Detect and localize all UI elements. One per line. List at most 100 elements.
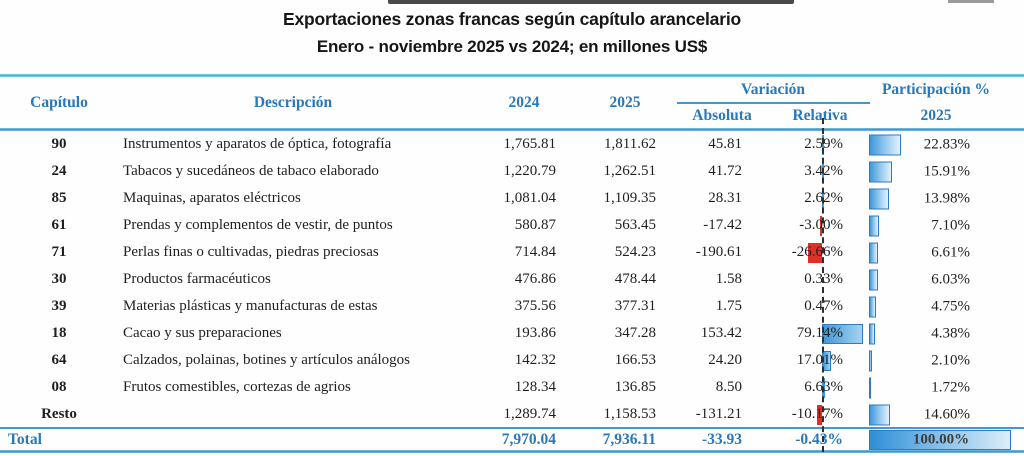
- cell-2025: 563.45: [614, 217, 656, 233]
- cell-participacion: 4.38%: [846, 320, 1024, 347]
- cell-descripcion: Tabacos y sucedáneos de tabaco elaborado: [123, 163, 379, 179]
- cell-participacion: 13.98%: [846, 185, 1024, 212]
- participacion-value: 4.75%: [931, 298, 970, 314]
- cell-relativa: 79.14%: [796, 325, 843, 341]
- cell-2025: 478.44: [614, 271, 656, 287]
- participacion-value: 7.10%: [931, 217, 970, 233]
- cell-capitulo: 24: [51, 163, 67, 179]
- table-row: 90 Instrumentos y aparatos de óptica, fo…: [0, 131, 1024, 158]
- table-row: 71 Perlas finas o cultivadas, piedras pr…: [0, 239, 1024, 266]
- cell-absoluta: -131.21: [695, 406, 742, 422]
- header-rule: [0, 128, 1024, 131]
- cell-2024: 580.87: [514, 217, 556, 233]
- cell-relativa: 3.42%: [804, 163, 843, 179]
- cell-capitulo: 18: [51, 325, 67, 341]
- total-2025: 7,936.11: [602, 430, 656, 448]
- header-2025: 2025: [609, 94, 641, 111]
- table-row: 64 Calzados, polainas, botines y artícul…: [0, 347, 1024, 374]
- cell-descripcion: Productos farmacéuticos: [123, 271, 271, 287]
- table-subtitle: Enero - noviembre 2025 vs 2024; en millo…: [316, 37, 708, 56]
- participacion-bar: [869, 323, 875, 344]
- cell-descripcion: Calzados, polainas, botines y artículos …: [123, 352, 411, 368]
- cell-relativa: 0.33%: [804, 271, 843, 287]
- participacion-bar: [869, 350, 872, 371]
- cell-2024: 193.86: [514, 325, 556, 341]
- top-crop-strip: [388, 0, 794, 4]
- cell-descripcion: Cacao y sus preparaciones: [123, 325, 282, 341]
- cell-absoluta: 41.72: [708, 163, 742, 179]
- cell-relativa: 17.01%: [796, 352, 843, 368]
- header-capitulo: Capítulo: [30, 94, 88, 111]
- total-participacion-bar: [869, 429, 1011, 450]
- table-row: 24 Tabacos y sucedáneos de tabaco elabor…: [0, 158, 1024, 185]
- relativa-bar: [808, 242, 822, 263]
- participacion-bar: [869, 296, 876, 317]
- total-relativa: -0.43%: [795, 430, 843, 448]
- cell-2025: 136.85: [614, 379, 656, 395]
- cell-capitulo: 39: [51, 298, 67, 314]
- cell-2024: 1,289.74: [503, 406, 557, 422]
- cell-descripcion: Prendas y complementos de vestir, de pun…: [123, 217, 393, 233]
- cell-2024: 1,765.81: [503, 136, 557, 152]
- cell-absoluta: 8.50: [715, 379, 742, 395]
- cell-capitulo: 71: [51, 244, 67, 260]
- participacion-value: 15.91%: [923, 163, 970, 179]
- cell-descripcion: Perlas finas o cultivadas, piedras preci…: [123, 244, 379, 260]
- participacion-bar: [869, 404, 890, 425]
- total-participacion-cell: 100.00%: [846, 429, 1024, 450]
- cell-participacion: 22.83%: [846, 131, 1024, 158]
- participacion-bar: [869, 242, 878, 263]
- cell-relativa: -26.66%: [791, 244, 843, 260]
- cell-absoluta: 24.20: [708, 352, 742, 368]
- top-crop-strip-small: [948, 0, 994, 3]
- cell-2025: 1,158.53: [603, 406, 657, 422]
- cell-capitulo: 30: [51, 271, 67, 287]
- cell-absoluta: 153.42: [700, 325, 742, 341]
- total-2024: 7,970.04: [501, 430, 556, 448]
- cell-participacion: 15.91%: [846, 158, 1024, 185]
- table-row: 30 Productos farmacéuticos 476.86 478.44…: [0, 266, 1024, 293]
- table-row: 61 Prendas y complementos de vestir, de …: [0, 212, 1024, 239]
- cell-2024: 476.86: [514, 271, 556, 287]
- top-rule: [0, 74, 1024, 77]
- cell-descripcion: Frutos comestibles, cortezas de agrios: [123, 379, 351, 395]
- cell-2025: 524.23: [614, 244, 656, 260]
- cell-capitulo: 61: [51, 217, 67, 233]
- cell-2024: 1,081.04: [503, 190, 557, 206]
- cell-participacion: 4.75%: [846, 293, 1024, 320]
- cell-2025: 166.53: [614, 352, 656, 368]
- participacion-value: 6.61%: [931, 244, 970, 260]
- cell-2025: 377.31: [614, 298, 656, 314]
- table-row: 08 Frutos comestibles, cortezas de agrio…: [0, 374, 1024, 401]
- cell-2024: 375.56: [514, 298, 556, 314]
- cell-relativa: 6.63%: [804, 379, 843, 395]
- participacion-value: 13.98%: [923, 190, 970, 206]
- header-relativa: Relativa: [792, 107, 848, 124]
- participacion-bar: [869, 134, 901, 155]
- cell-absoluta: -190.61: [695, 244, 742, 260]
- cell-relativa: 2.59%: [804, 136, 843, 152]
- cell-participacion: 14.60%: [846, 401, 1024, 428]
- cell-2024: 128.34: [514, 379, 556, 395]
- cell-descripcion: Maquinas, aparatos eléctricos: [123, 190, 301, 206]
- header-participacion-year: 2025: [920, 107, 952, 124]
- bottom-rule: [0, 450, 1024, 453]
- cell-capitulo: Resto: [41, 406, 77, 422]
- header-2024: 2024: [508, 94, 540, 111]
- zero-axis-dashed-line: [822, 118, 824, 452]
- participacion-value: 2.10%: [931, 352, 970, 368]
- cell-absoluta: -17.42: [703, 217, 742, 233]
- cell-descripcion: Materias plásticas y manufacturas de est…: [123, 298, 378, 314]
- total-participacion-value: 100.00%: [912, 431, 970, 447]
- cell-2024: 1,220.79: [503, 163, 557, 179]
- participacion-bar: [869, 377, 871, 398]
- cell-relativa: -3.00%: [799, 217, 843, 233]
- cell-relativa: -10.17%: [791, 406, 843, 422]
- cell-capitulo: 85: [51, 190, 67, 206]
- participacion-bar: [869, 269, 878, 290]
- pre-total-rule: [0, 427, 1024, 429]
- cell-participacion: 6.61%: [846, 239, 1024, 266]
- table-title: Exportaciones zonas francas según capítu…: [283, 9, 741, 29]
- header-descripcion: Descripción: [253, 94, 333, 111]
- table-row: Resto 1,289.74 1,158.53 -131.21 -10.17% …: [0, 401, 1024, 428]
